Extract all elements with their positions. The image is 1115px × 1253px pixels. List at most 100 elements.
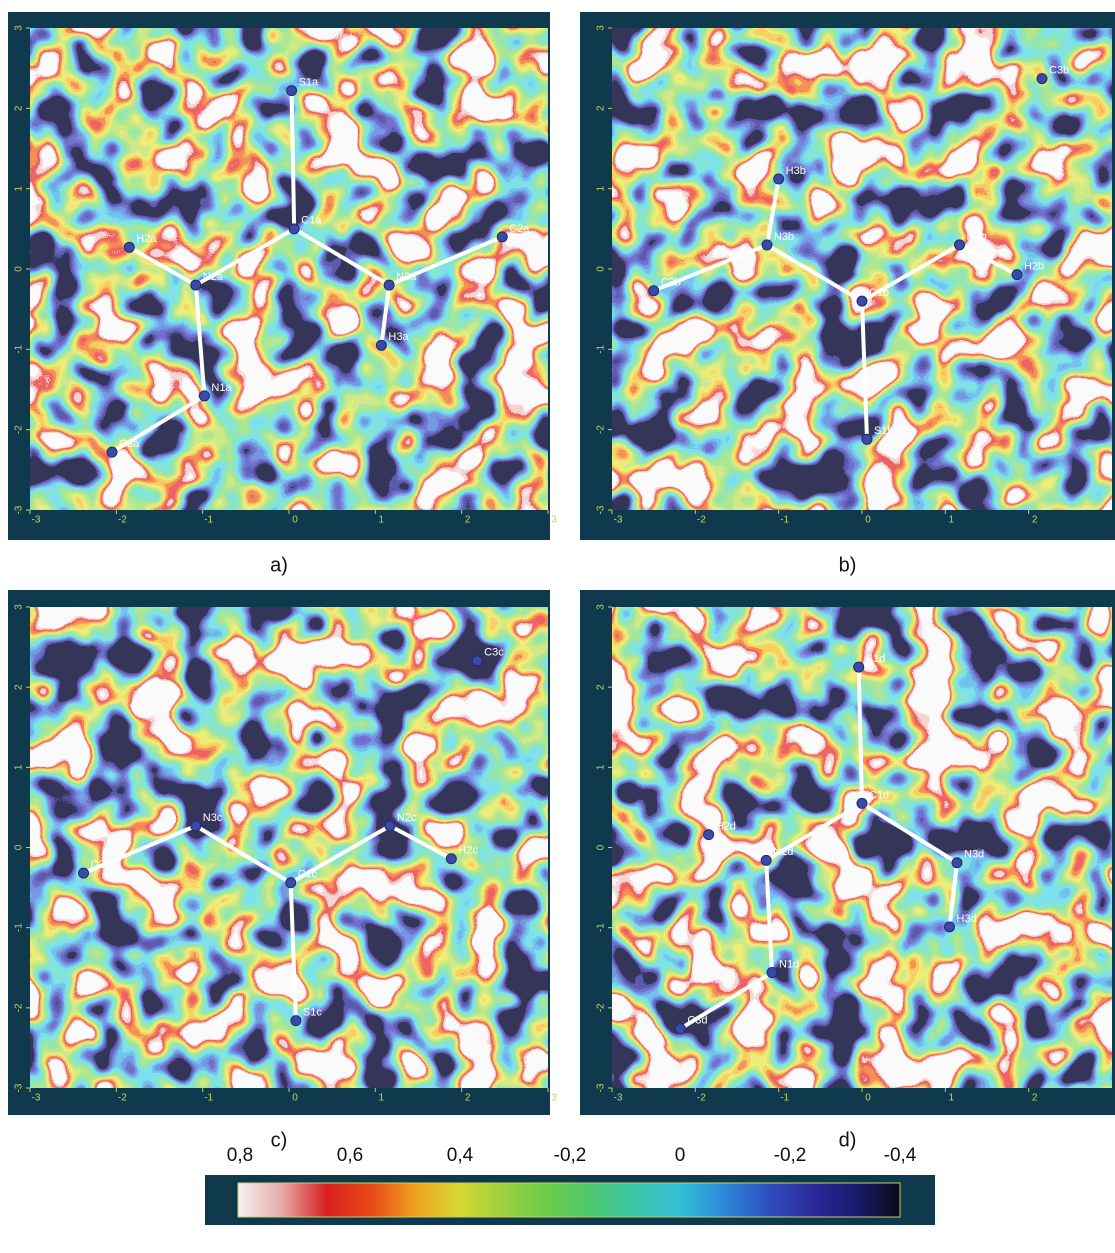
colorbar-label: -0,2 [554,1145,587,1166]
atom-label: H3d [957,913,977,925]
x-tick-label: 1 [949,515,955,526]
bond [706,832,769,863]
atom-label: H2a [136,233,157,245]
bond [860,801,959,865]
atom-label: C3c [484,647,504,659]
x-tick-label: 2 [1032,515,1038,526]
atom-label: N2b [967,231,987,243]
atom-label: C1a [301,215,322,227]
atom [384,820,396,832]
atom-label: N2d [773,846,793,858]
y-tick-label: 1 [14,185,25,191]
atom [648,285,660,297]
colorbar-label: -0,4 [884,1145,917,1166]
x-tick-label: -1 [204,515,213,526]
bond [388,823,454,861]
atom-label: S1c [303,1007,322,1019]
bond [193,823,293,885]
y-tick-label: -2 [14,425,25,434]
panel-caption: c) [271,1129,288,1151]
atom-label: C2b [661,277,681,289]
x-tick-label: 2 [465,515,471,526]
atom-label: C2c [91,859,111,871]
atom-label: N1a [211,382,232,394]
atom [198,390,210,402]
y-tick-label: -2 [596,425,607,434]
atom-label: H2d [716,821,736,833]
atom-label: C3a [119,438,140,450]
atom [766,967,778,979]
y-tick-label: 0 [14,844,25,850]
panel-caption: b) [839,554,857,576]
atom [674,1023,686,1035]
atom-label: C1b [869,287,889,299]
atom-label: N3c [203,812,223,824]
atom [78,867,90,879]
bond [947,860,959,929]
x-tick-label: 1 [379,515,385,526]
atom [375,339,387,351]
x-tick-label: -1 [780,1093,789,1104]
atom [760,854,772,866]
bond [292,226,392,288]
panel-caption: d) [839,1129,857,1151]
bond [387,234,505,288]
atom [861,433,873,445]
atom [190,279,202,291]
y-tick-label: 3 [14,25,25,31]
density-map [612,28,1112,510]
y-tick-label: 3 [596,604,607,610]
y-tick-label: -3 [596,505,607,514]
bond [651,242,769,293]
atom-label: S1d [866,653,886,665]
atom [951,857,963,869]
colorbar [237,1182,901,1218]
atom-label: N2a [203,271,224,283]
x-tick-label: -2 [697,515,706,526]
bond [193,226,297,288]
atom [106,446,118,458]
bond [856,665,864,806]
bond [678,970,774,1031]
density-map [30,28,548,510]
bond [860,299,869,442]
bond [764,858,774,975]
atom [496,231,508,243]
atom [1011,269,1023,281]
y-tick-label: -2 [596,1003,607,1012]
atom-label: C1d [869,789,889,801]
y-tick-label: 2 [596,105,607,111]
atom [290,1015,302,1027]
atom-label: N2c [397,812,417,824]
colorbar-label: 0,4 [447,1145,474,1166]
x-tick-label: -1 [780,515,789,526]
atom [445,853,457,865]
atom-label: N1d [779,958,799,970]
bond [957,242,1019,277]
x-tick-label: -2 [118,515,127,526]
y-tick-label: -3 [14,1083,25,1092]
atom [856,295,868,307]
y-tick-label: -3 [596,1083,607,1092]
x-tick-label: 2 [465,1093,471,1104]
colorbar-label: -0,2 [774,1145,807,1166]
bond [765,242,864,304]
x-tick-label: -3 [32,1093,41,1104]
atom [773,173,785,185]
atom [190,820,202,832]
x-tick-label: 0 [865,515,871,526]
atom [123,241,135,253]
colorbar-label: 0 [675,1145,686,1166]
atom-label: C3d [687,1015,707,1027]
y-tick-label: 0 [596,266,607,272]
bond [288,880,298,1023]
atom-label: H2c [458,845,478,857]
x-tick-label: -3 [614,1093,623,1104]
atom [471,655,483,667]
x-tick-label: 1 [379,1093,385,1104]
atom-label: S1a [299,77,319,89]
atom-label: N3b [774,231,794,243]
atom-label: N3d [964,849,984,861]
x-tick-label: -1 [204,1093,213,1104]
